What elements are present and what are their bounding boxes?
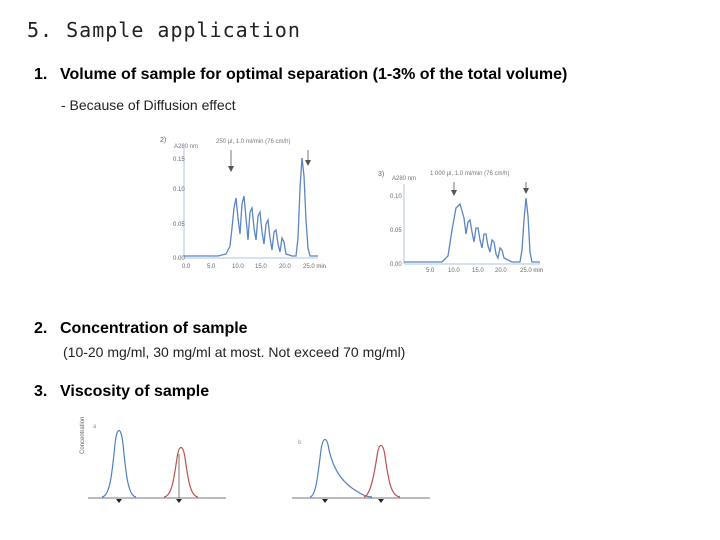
left-ytick: 0.10: [173, 187, 185, 193]
right-ytick: 0.05: [390, 228, 402, 234]
viscosity-right-tick-1: [322, 499, 328, 503]
left-arrow-start-head: [228, 166, 234, 172]
left-arrow-end-head: [305, 160, 311, 166]
right-ylabel: A280 nm: [392, 176, 416, 182]
viscosity-mark-right: b: [298, 440, 302, 446]
item-2-note: (10-20 mg/ml, 30 mg/ml at most. Not exce…: [63, 344, 406, 360]
item-3: 3. Viscosity of sample: [34, 383, 209, 401]
left-xtick: 10.0: [232, 264, 244, 270]
left-xtick: 15.0: [255, 264, 267, 270]
item-1-number: 1.: [34, 66, 48, 83]
viscosity-left-tick-1: [116, 499, 122, 503]
left-chromatogram-trace: [184, 157, 318, 257]
right-ytick: 0.00: [390, 262, 402, 268]
left-panel-label: 2): [160, 137, 166, 144]
right-chromatogram-trace: [404, 197, 540, 263]
chromatogram-left: 2) A280 nm 250 µl, 1.0 ml/min (76 cm/h) …: [158, 128, 338, 276]
left-ytick: 0.05: [173, 222, 185, 228]
left-condition: 250 µl, 1.0 ml/min (76 cm/h): [216, 139, 290, 145]
chromatogram-right: 3) A280 nm 1 000 µl, 1.0 ml/min (76 cm/h…: [372, 160, 552, 276]
viscosity-left-red-peak: [163, 446, 199, 498]
item-2-text: Concentration of sample: [60, 320, 248, 337]
left-xtick: 25.0 min: [303, 264, 326, 270]
right-arrow-start-head: [451, 190, 457, 196]
viscosity-ylabel: Concentration: [80, 417, 86, 454]
viscosity-mark-left: a: [93, 424, 97, 430]
left-xtick: 5.0: [207, 264, 216, 270]
right-xtick: 15.0: [472, 268, 484, 274]
right-panel-label: 3): [378, 171, 384, 178]
right-xtick: 20.0: [495, 268, 507, 274]
left-xtick: 20.0: [279, 264, 291, 270]
viscosity-right-tick-2: [378, 499, 384, 503]
viscosity-right-red-peak: [363, 444, 401, 498]
slide-title: 5. Sample application: [27, 18, 301, 42]
viscosity-right-blue-peak: [309, 438, 373, 498]
item-1: 1. Volume of sample for optimal separatio…: [34, 66, 567, 84]
right-xtick: 25.0 min: [520, 268, 543, 274]
item-2: 2. Concentration of sample: [34, 320, 248, 338]
right-xtick: 5.0: [426, 268, 435, 274]
item-3-number: 3.: [34, 383, 48, 400]
viscosity-left-tick-2: [176, 499, 182, 503]
left-ytick: 0.15: [173, 157, 185, 163]
left-xtick: 0.0: [182, 264, 191, 270]
left-ylabel: A280 nm: [174, 144, 198, 150]
viscosity-figure: Concentration a b: [80, 417, 430, 503]
item-1-note: - Because of Diffusion effect: [61, 97, 236, 113]
right-ytick: 0.10: [390, 194, 402, 200]
item-2-number: 2.: [34, 320, 48, 337]
item-1-text: Volume of sample for optimal separation …: [60, 66, 568, 83]
right-arrow-end-head: [523, 188, 529, 194]
viscosity-left-blue-peak: [101, 429, 137, 498]
left-ytick: 0.00: [173, 256, 185, 262]
right-xtick: 10.0: [448, 268, 460, 274]
item-3-text: Viscosity of sample: [60, 383, 210, 400]
right-condition: 1 000 µl, 1.0 ml/min (76 cm/h): [430, 171, 510, 177]
